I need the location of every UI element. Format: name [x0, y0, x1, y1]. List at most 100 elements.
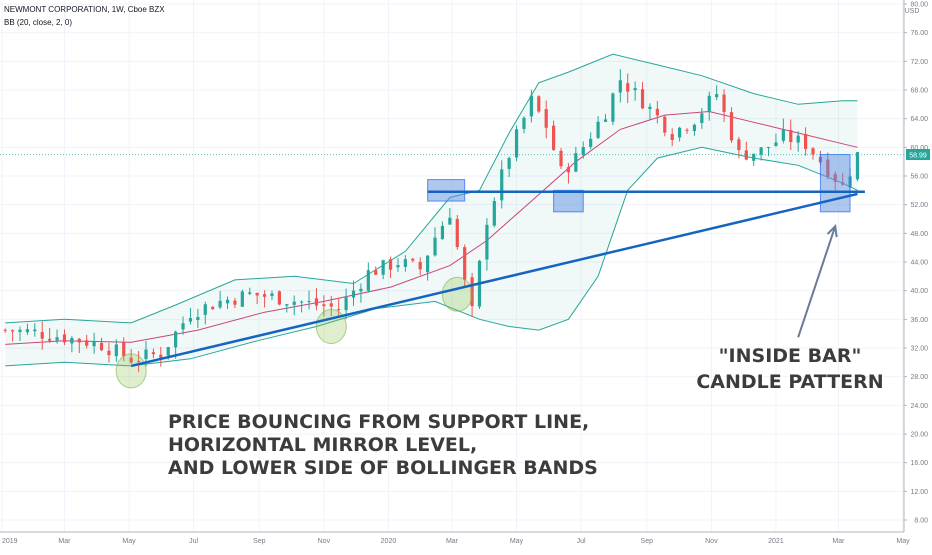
candle-body	[92, 341, 96, 347]
candle-up	[381, 259, 385, 280]
candle-body	[559, 150, 563, 167]
candle-body	[366, 270, 370, 291]
candle-body	[344, 297, 348, 311]
candle-down	[744, 141, 748, 161]
candle-body	[529, 95, 533, 117]
candle-body	[144, 349, 148, 360]
drawings[interactable]	[0, 154, 904, 389]
candle-down	[722, 89, 726, 122]
candle-body	[329, 303, 333, 307]
candle-up	[174, 330, 178, 359]
candle-body	[752, 153, 756, 161]
candle-down	[559, 147, 563, 170]
candle-body	[381, 260, 385, 275]
candles	[3, 69, 860, 373]
candle-up	[403, 255, 407, 272]
candle-body	[203, 304, 207, 315]
candle-body	[240, 291, 244, 307]
price-tick-label: 56.00	[910, 174, 928, 181]
candle-body	[70, 337, 74, 344]
time-tick-label: May	[122, 538, 136, 545]
candle-down	[151, 348, 156, 359]
candle-down	[99, 337, 104, 352]
price-tick-label: 16.00	[910, 460, 928, 467]
candle-body	[225, 299, 230, 304]
candle-up	[25, 323, 30, 335]
candle-body	[485, 224, 489, 260]
candle-up	[218, 291, 222, 310]
candle-down	[107, 342, 111, 363]
candle-down	[136, 351, 141, 373]
bb-upper-line	[5, 53, 858, 324]
candle-down	[455, 215, 459, 250]
time-tick-label: May	[896, 538, 910, 545]
candle-up	[55, 329, 59, 344]
price-tick-label: 20.00	[910, 432, 928, 439]
time-tick-label: Sep	[641, 538, 654, 545]
candle-down	[789, 119, 793, 151]
candle-body	[337, 309, 341, 311]
candle-up	[700, 107, 704, 129]
support-touch-circle	[315, 309, 347, 344]
candle-body	[440, 225, 445, 240]
price-tick-label: 48.00	[910, 231, 928, 238]
candle-up	[715, 85, 719, 101]
candle-down	[729, 107, 734, 143]
candle-body	[351, 290, 356, 298]
candle-down	[670, 128, 674, 147]
candle-up	[448, 207, 452, 225]
candle-down	[48, 327, 52, 343]
candle-body	[596, 121, 600, 138]
candle-body	[781, 129, 785, 141]
candle-body	[211, 306, 215, 310]
price-tick-label: 52.00	[910, 202, 928, 209]
highlight-box	[427, 179, 466, 202]
support-touch-circle	[441, 276, 473, 312]
candle-body	[262, 294, 267, 297]
candle-body	[388, 259, 393, 270]
candle-down	[566, 163, 571, 184]
bb-band-fill	[5, 54, 858, 366]
time-tick-label: Jul	[189, 538, 198, 545]
price-tick-label: 44.00	[910, 260, 928, 267]
time-tick-label: Mar	[446, 538, 459, 545]
candle-body	[77, 338, 81, 343]
last-price-tag-bg	[906, 149, 930, 160]
candle-body	[300, 301, 304, 303]
time-tick-label: 2021	[768, 538, 784, 545]
candle-body	[544, 109, 548, 128]
candle-up	[426, 255, 430, 281]
candle-body	[507, 158, 511, 169]
time-tick-label: Nov	[318, 538, 331, 545]
candle-body	[33, 329, 37, 332]
candle-down	[277, 290, 281, 306]
candle-body	[270, 293, 274, 297]
candle-up	[92, 332, 96, 354]
candle-body	[255, 292, 259, 296]
candle-body	[426, 255, 430, 273]
candle-body	[455, 218, 459, 248]
candle-body	[663, 116, 667, 133]
price-tick-label: 76.00	[910, 30, 928, 37]
candle-down	[10, 329, 15, 342]
candle-body	[396, 265, 400, 268]
candle-body	[589, 138, 593, 147]
candle-up	[796, 131, 800, 152]
candle-body	[789, 129, 793, 143]
candle-body	[648, 106, 652, 110]
candle-body	[359, 288, 363, 292]
candle-up	[603, 114, 608, 122]
chart-title: NEWMONT CORPORATION, 1W, Cboe BZX	[4, 5, 165, 14]
price-tick-label: 8.00	[914, 518, 928, 525]
candle-body	[277, 291, 281, 305]
candle-body	[188, 318, 193, 322]
candle-body	[114, 344, 118, 357]
price-tick-label: 12.00	[910, 489, 928, 496]
candle-down	[411, 257, 415, 263]
candle-down	[85, 334, 89, 349]
candle-body	[181, 323, 185, 330]
candle-down	[77, 337, 81, 354]
candle-down	[122, 337, 126, 362]
